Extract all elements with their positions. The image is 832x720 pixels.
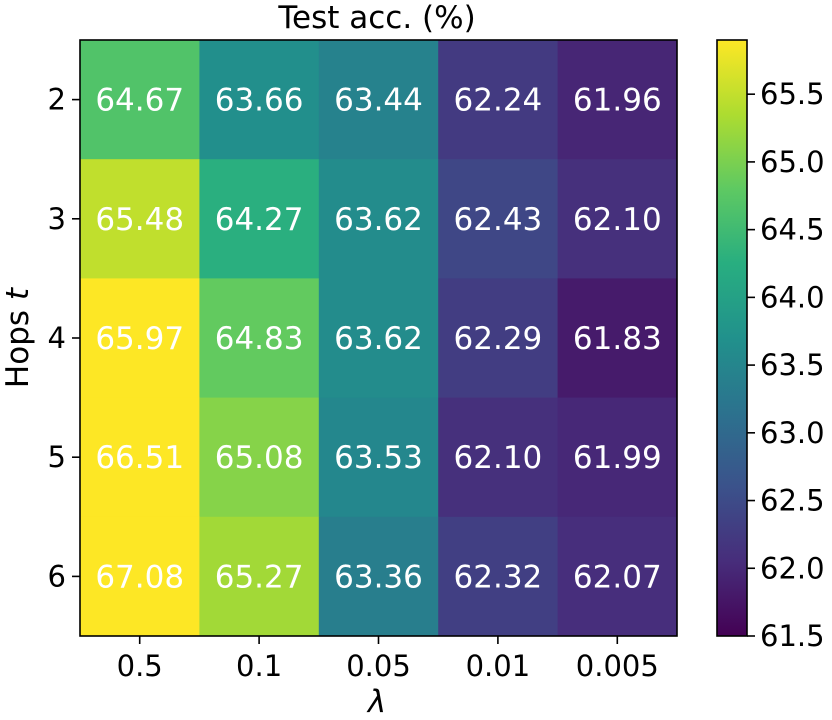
cell-value-label: 62.29 [454,321,543,357]
heatmap-cell [199,397,320,518]
heatmap-cell [318,516,439,637]
cell-value-label: 62.32 [454,559,543,595]
chart-title: Test acc. (%) [277,0,475,36]
cell-value-label: 62.24 [454,83,543,119]
heatmap-cell [557,159,678,279]
colorbar-frame [716,39,748,637]
cell-value-label: 65.97 [95,321,184,357]
colorbar-tick-label: 61.5 [760,619,825,653]
y-tick-label: 2 [48,83,66,117]
heatmap-cell [557,397,678,518]
colorbar-tick-label: 62.0 [760,551,825,585]
colorbar-tick-label: 64.0 [760,280,825,314]
heatmap-cells: 64.67 63.66 63.44 62.24 61.96 65.48 64.27 63.62… [80,40,678,637]
colorbar-tick-label: 62.5 [760,484,825,518]
x-tick-label: 0.05 [346,649,411,683]
heatmap-cell [438,397,559,518]
heatmap-cell [318,40,439,160]
heatmap-cell [80,516,200,637]
cell-value-label: 62.43 [454,202,543,238]
heatmap-cell [80,159,200,279]
y-axis-label: Hops t [0,286,36,388]
heatmap-cell [80,40,200,160]
cell-value-label: 61.83 [573,321,662,357]
heatmap-cell [318,278,439,399]
cell-value-label: 67.08 [95,559,184,595]
x-tick-label: 0.01 [466,649,531,683]
heatmap-cell [80,397,200,518]
heatmap-cell [318,397,439,518]
cell-value-label: 65.48 [95,202,184,238]
cell-value-label: 64.67 [95,83,184,119]
y-tick-label: 6 [48,559,66,593]
cell-value-label: 64.27 [215,202,304,238]
heatmap-cell [557,516,678,637]
heatmap-cell [438,40,559,160]
y-tick-label: 4 [48,321,66,355]
cell-value-label: 61.99 [573,440,662,476]
cell-value-label: 63.66 [215,83,304,119]
heatmap-cell [438,278,559,399]
y-axis-label-text: Hops [0,310,36,388]
x-tick-label: 0.5 [117,649,163,683]
cell-value-label: 65.27 [215,559,304,595]
heatmap-cell [557,40,678,160]
heatmap-cell [80,278,200,399]
colorbar-tick-label: 63.0 [760,416,825,450]
colorbar-tick-label: 65.0 [760,145,825,179]
cell-value-label: 63.62 [334,202,423,238]
colorbar-tick-label: 64.5 [760,213,825,247]
heatmap-cell [199,278,320,399]
cell-value-label: 61.96 [573,83,662,119]
cell-value-label: 66.51 [95,440,184,476]
heatmap-cell [199,516,320,637]
cell-value-label: 63.53 [334,440,423,476]
x-tick-label: 0.005 [576,649,659,683]
y-axis-ticks: 2 3 4 5 6 [48,83,80,593]
cell-value-label: 62.07 [573,559,662,595]
cell-value-label: 63.62 [334,321,423,357]
x-tick-label: 0.1 [236,649,282,683]
cell-value-label: 62.10 [454,440,543,476]
heatmap-cell [557,278,678,399]
colorbar-tick-label: 63.5 [760,348,825,382]
heatmap-cell [438,159,559,279]
heatmap-cell [318,159,439,279]
y-tick-label: 3 [48,202,66,236]
cell-value-label: 63.36 [334,559,423,595]
heatmap-cell [199,40,320,160]
cell-value-label: 62.10 [573,202,662,238]
colorbar-tick-label: 65.5 [760,77,825,111]
cell-value-label: 63.44 [334,83,423,119]
x-axis-ticks: 0.5 0.1 0.05 0.01 0.005 [117,636,659,683]
heatmap-cell [438,516,559,637]
heatmap-cell [199,159,320,279]
cell-value-label: 64.83 [215,321,304,357]
y-axis-label-variable: t [0,286,36,300]
colorbar [717,40,747,636]
x-axis-label: λ [366,684,386,720]
y-tick-label: 5 [48,440,66,474]
colorbar-ticks: 61.5 62.0 62.5 63.0 63.5 64.0 64.5 65.0 65.5 [747,77,825,653]
cell-value-label: 65.08 [215,440,304,476]
